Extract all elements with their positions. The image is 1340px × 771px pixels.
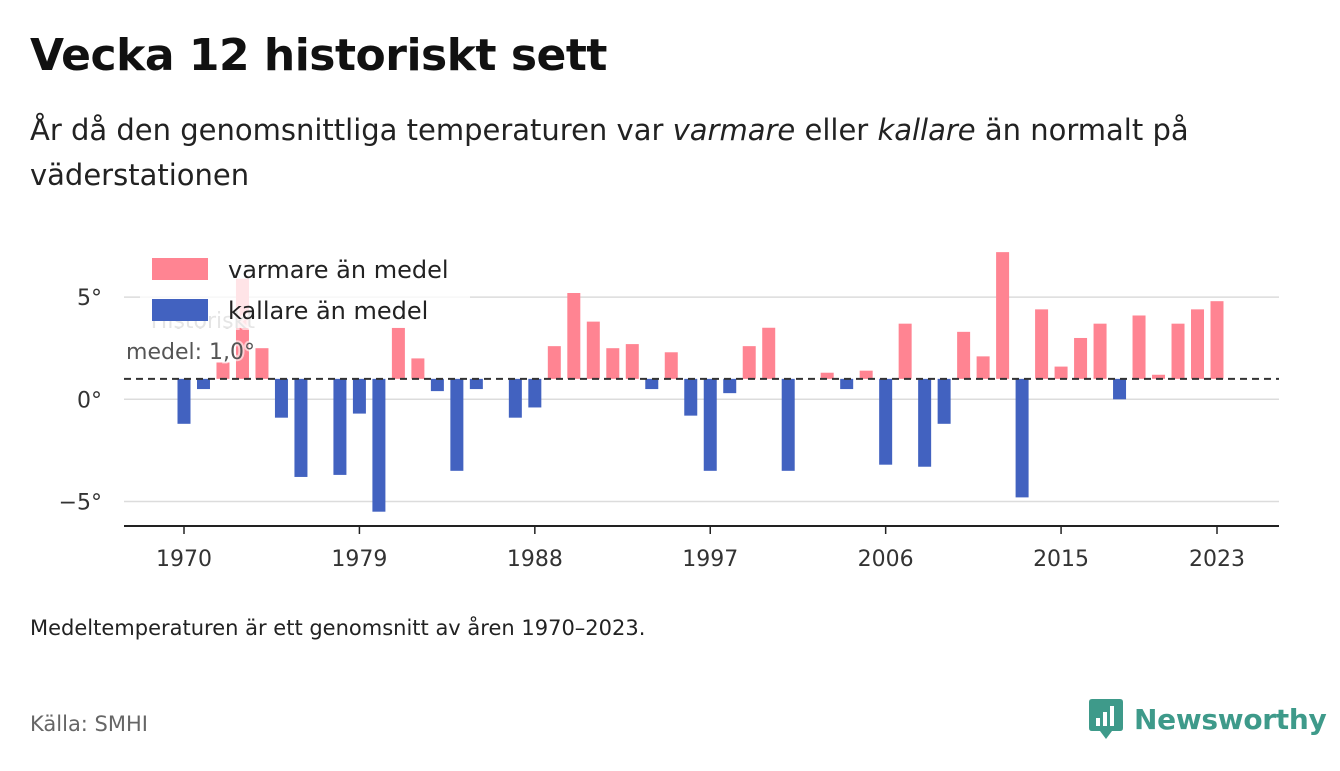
bar-cold bbox=[274, 378, 288, 418]
bar-warm bbox=[957, 331, 971, 379]
bar-warm bbox=[255, 348, 269, 379]
bar-cold bbox=[508, 378, 522, 418]
bar-cold bbox=[333, 378, 347, 475]
bar-warm bbox=[664, 352, 678, 379]
x-tick-label: 2006 bbox=[858, 547, 914, 572]
bar-warm bbox=[586, 321, 600, 379]
footnote: Medeltemperaturen är ett genomsnitt av å… bbox=[30, 616, 646, 640]
bar-warm bbox=[742, 346, 756, 379]
bar-warm bbox=[1171, 323, 1185, 379]
bar-cold bbox=[469, 378, 483, 390]
bar-warm bbox=[996, 252, 1010, 379]
bar-cold bbox=[684, 378, 698, 416]
bar-cold bbox=[781, 378, 795, 471]
bar-warm bbox=[1191, 309, 1205, 379]
bar-cold bbox=[528, 378, 542, 408]
bar-warm bbox=[547, 346, 561, 379]
bar-cold bbox=[1113, 378, 1127, 400]
bar-cold bbox=[879, 378, 893, 465]
y-tick-label: −5° bbox=[59, 490, 102, 515]
x-tick-label: 1988 bbox=[507, 547, 563, 572]
x-tick-label: 1979 bbox=[331, 547, 387, 572]
bar-warm bbox=[1035, 309, 1049, 379]
bar-cold bbox=[430, 378, 444, 392]
brand-logo[interactable]: Newsworthy bbox=[1088, 697, 1327, 741]
legend-swatch-warm bbox=[152, 258, 208, 280]
bar-cold bbox=[294, 378, 308, 477]
x-tick-label: 1997 bbox=[682, 547, 738, 572]
bar-warm bbox=[1152, 374, 1166, 379]
subtitle-warm-word: varmare bbox=[672, 113, 796, 147]
bar-cold bbox=[645, 378, 659, 390]
bar-warm bbox=[762, 327, 776, 379]
subtitle-text-3: än normalt på väderstationen bbox=[30, 113, 1189, 192]
bar-cold bbox=[177, 378, 191, 424]
brand-name: Newsworthy bbox=[1134, 702, 1327, 736]
newsworthy-logo-icon bbox=[1089, 699, 1123, 739]
legend-swatch-cold bbox=[152, 299, 208, 321]
bar-cold bbox=[703, 378, 717, 471]
bar-warm bbox=[606, 348, 620, 379]
bar-cold bbox=[1015, 378, 1029, 498]
bar-warm bbox=[898, 323, 912, 379]
bar-warm bbox=[1093, 323, 1107, 379]
x-tick-label: 1970 bbox=[156, 547, 212, 572]
subtitle-cold-word: kallare bbox=[877, 113, 976, 147]
bar-cold bbox=[840, 378, 854, 390]
source-label: Källa: SMHI bbox=[30, 712, 148, 736]
bar-warm bbox=[567, 293, 581, 379]
x-tick-label: 2015 bbox=[1033, 547, 1089, 572]
bar-warm bbox=[1054, 366, 1068, 379]
legend-label-warm: varmare än medel bbox=[228, 256, 449, 284]
y-tick-label: 0° bbox=[77, 388, 102, 413]
legend-label-cold: kallare än medel bbox=[228, 297, 428, 325]
chart-subtitle: År då den genomsnittliga temperaturen va… bbox=[30, 108, 1270, 198]
x-tick-label: 2023 bbox=[1189, 547, 1245, 572]
bar-cold bbox=[918, 378, 932, 467]
bar-warm bbox=[820, 372, 834, 379]
baseline-annotation: medel: 1,0° bbox=[126, 340, 255, 365]
bar-warm bbox=[859, 370, 873, 379]
bar-warm bbox=[625, 344, 639, 379]
bar-warm bbox=[976, 356, 990, 379]
bar-warm bbox=[1132, 315, 1146, 379]
bar-warm bbox=[216, 362, 230, 379]
temperature-bar-chart: 5°0°−5°1970197919881997200620152023Histo… bbox=[59, 250, 1279, 572]
subtitle-text-2: eller bbox=[795, 113, 878, 147]
bar-cold bbox=[196, 378, 210, 390]
bar-cold bbox=[352, 378, 366, 414]
bar-cold bbox=[372, 378, 386, 512]
bar-cold bbox=[937, 378, 951, 424]
chart-title: Vecka 12 historiskt sett bbox=[30, 30, 607, 81]
bar-warm bbox=[411, 358, 425, 379]
bar-cold bbox=[450, 378, 464, 471]
subtitle-text-1: År då den genomsnittliga temperaturen va… bbox=[30, 113, 673, 147]
bar-warm bbox=[391, 327, 405, 379]
bar-cold bbox=[723, 378, 737, 394]
bar-warm bbox=[1074, 337, 1088, 379]
bar-warm bbox=[1210, 301, 1224, 379]
y-tick-label: 5° bbox=[77, 286, 102, 311]
